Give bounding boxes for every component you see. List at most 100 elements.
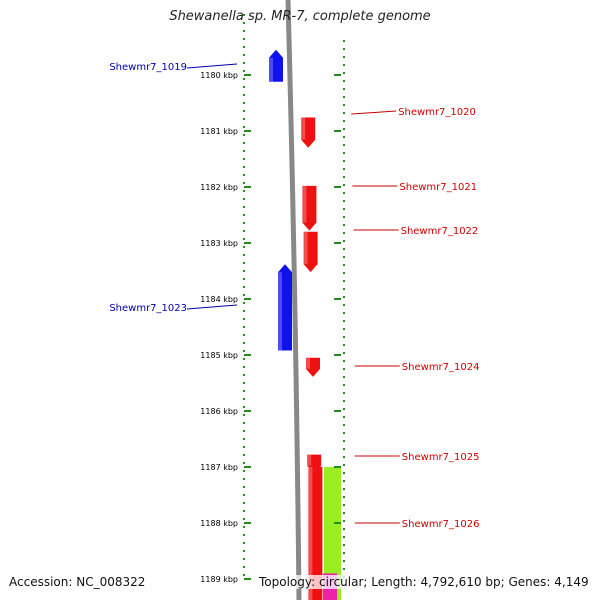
gene-arrow <box>278 264 292 351</box>
tick-mark <box>244 354 251 356</box>
guide-dot <box>243 22 245 24</box>
gene-highlight <box>306 357 310 369</box>
guide-dot <box>343 96 345 98</box>
guide-dot <box>243 78 245 80</box>
gene-label: Shewmr7_1025 <box>402 452 480 463</box>
guide-dot <box>243 558 245 560</box>
guide-dot <box>243 38 245 40</box>
guide-dot <box>243 446 245 448</box>
guide-dot <box>343 376 345 378</box>
guide-dot <box>243 510 245 512</box>
guide-dot <box>243 478 245 480</box>
guide-dot <box>343 232 345 234</box>
guide-dot <box>243 54 245 56</box>
guide-dot <box>243 302 245 304</box>
gene-label: Shewmr7_1022 <box>401 226 479 237</box>
tick-mark-right <box>334 466 341 468</box>
guide-dot <box>243 70 245 72</box>
guide-dot <box>243 166 245 168</box>
tick-label: 1189 kbp <box>200 575 238 584</box>
guide-dot <box>243 30 245 32</box>
guide-dot <box>343 184 345 186</box>
guide-dot <box>243 110 245 112</box>
guide-dot <box>343 200 345 202</box>
guide-dot <box>243 150 245 152</box>
guide-dot <box>243 46 245 48</box>
guide-dot <box>343 168 345 170</box>
guide-dot <box>343 568 345 570</box>
guide-dot <box>343 264 345 266</box>
gene-arrow <box>306 357 320 377</box>
tick-mark-right <box>334 74 341 76</box>
guide-dot <box>243 518 245 520</box>
guide-dot <box>343 392 345 394</box>
guide-dot <box>343 312 345 314</box>
guide-dot <box>243 198 245 200</box>
guide-dot <box>343 64 345 66</box>
tick-mark <box>244 466 251 468</box>
gene-arrow <box>302 185 317 231</box>
gene-label: Shewmr7_1019 <box>109 62 187 73</box>
guide-dot <box>343 488 345 490</box>
guide-dot <box>243 326 245 328</box>
guide-dot <box>343 344 345 346</box>
guide-dot <box>343 40 345 42</box>
tick-mark-right <box>334 522 341 524</box>
guide-dot <box>343 424 345 426</box>
guide-dot <box>343 88 345 90</box>
guide-dot <box>243 406 245 408</box>
guide-dot <box>343 536 345 538</box>
gene-label: Shewmr7_1026 <box>402 519 480 530</box>
leader-line <box>186 304 238 310</box>
gene-label: Shewmr7_1020 <box>398 107 476 118</box>
accession-text: Accession: NC_008322 <box>9 575 146 589</box>
guide-dot <box>243 214 245 216</box>
guide-dot <box>243 286 245 288</box>
guide-dot <box>243 278 245 280</box>
map-title: Shewanella sp. MR-7, complete genome <box>169 9 431 24</box>
guide-dot <box>343 472 345 474</box>
guide-dot <box>343 464 345 466</box>
guide-dot <box>343 296 345 298</box>
gene-labels: Shewmr7_1019 Shewmr7_1020 Shewmr7_1021 Shew… <box>109 62 479 530</box>
guide-dot <box>343 456 345 458</box>
guide-dot <box>243 438 245 440</box>
guide-dot <box>243 174 245 176</box>
guide-dot <box>343 120 345 122</box>
tick-mark <box>244 298 251 300</box>
guide-dot <box>243 486 245 488</box>
guide-dot <box>343 408 345 410</box>
gene-arrow <box>301 117 316 148</box>
guide-dot <box>343 432 345 434</box>
guide-dot <box>343 440 345 442</box>
guide-dot <box>243 358 245 360</box>
guide-dot <box>343 448 345 450</box>
guide-dot <box>343 72 345 74</box>
guide-dot <box>343 304 345 306</box>
tick-mark <box>244 186 251 188</box>
leader-line <box>186 63 238 69</box>
guide-dot <box>343 520 345 522</box>
tick-mark <box>244 242 251 244</box>
guide-dot <box>343 496 345 498</box>
guide-dot <box>243 190 245 192</box>
gene-label: Shewmr7_1023 <box>109 303 187 314</box>
guide-dot <box>243 126 245 128</box>
guide-dot <box>243 222 245 224</box>
guide-dot <box>243 102 245 104</box>
guide-dot <box>343 512 345 514</box>
guide-dot <box>343 544 345 546</box>
guide-dot <box>343 192 345 194</box>
guide-dot <box>243 366 245 368</box>
guide-dot <box>343 224 345 226</box>
guide-dot <box>243 526 245 528</box>
guide-dot <box>243 398 245 400</box>
gene-arrow <box>303 231 318 273</box>
guide-dot <box>243 390 245 392</box>
guide-dot <box>343 112 345 114</box>
tick-mark-right <box>334 354 341 356</box>
tick-mark <box>244 130 251 132</box>
gene-highlight <box>278 272 282 351</box>
guide-dot <box>243 254 245 256</box>
